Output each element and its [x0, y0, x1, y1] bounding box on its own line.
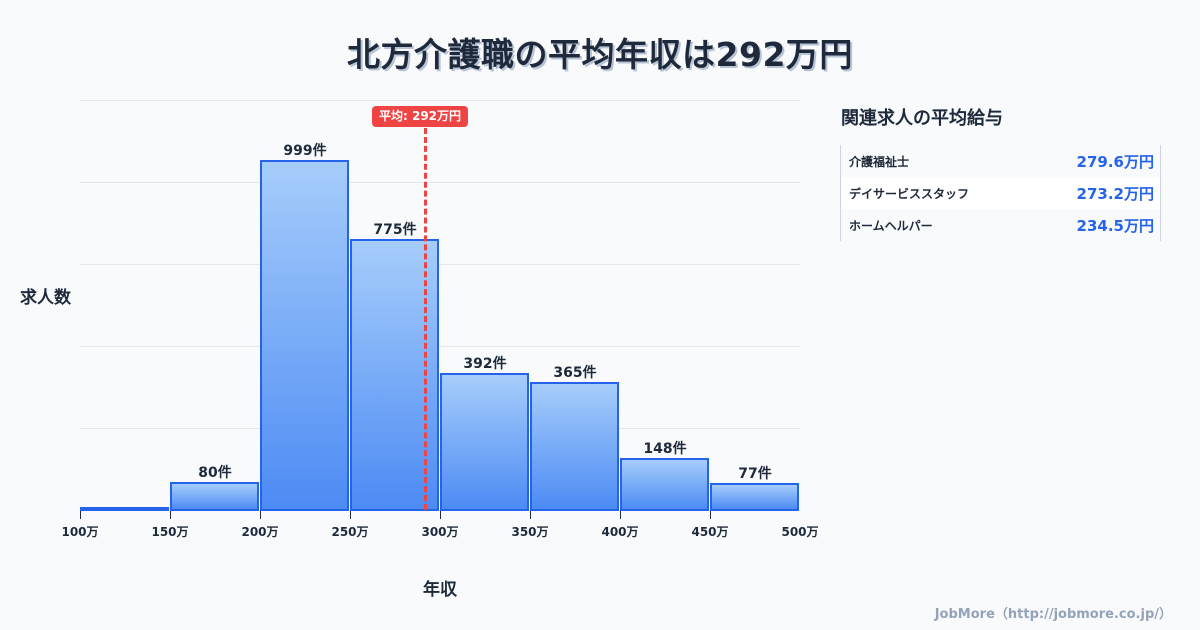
- x-tick: [710, 511, 711, 519]
- gridline: [80, 182, 800, 183]
- related-salary-title: 関連求人の平均給与: [841, 108, 1003, 129]
- bar-300-350: [440, 373, 529, 511]
- x-tick-label: 350万: [511, 525, 549, 539]
- histogram-chart: 80件 999件 775件 392件 365件 148件 77件 平均: 292…: [20, 100, 819, 600]
- bar-value-label: 365件: [553, 365, 597, 381]
- bar-value-label: 999件: [283, 143, 327, 159]
- bar-value-label: 775件: [373, 222, 417, 238]
- job-salary: 234.5万円: [1076, 216, 1154, 235]
- job-salary: 279.6万円: [1076, 152, 1154, 171]
- bar-450-500: [710, 483, 799, 511]
- x-tick-label: 200万: [241, 525, 279, 539]
- bar-value-label: 80件: [198, 465, 232, 481]
- x-tick-label: 100万: [61, 525, 99, 539]
- source-credit: JobMore（http://jobmore.co.jp/）: [934, 607, 1172, 622]
- x-tick: [260, 511, 261, 519]
- bar-value-label: 77件: [738, 466, 772, 482]
- gridline: [80, 346, 800, 347]
- related-salary-row: 介護福祉士 279.6万円: [841, 145, 1160, 177]
- job-salary: 273.2万円: [1076, 184, 1154, 203]
- related-salary-table: 介護福祉士 279.6万円 デイサービススタッフ 273.2万円 ホームヘルパー…: [840, 145, 1161, 241]
- x-tick: [440, 511, 441, 519]
- x-tick-label: 500万: [781, 525, 819, 539]
- gridline: [80, 100, 800, 101]
- x-tick: [170, 511, 171, 519]
- bar-400-450: [620, 458, 709, 511]
- related-salary-row: デイサービススタッフ 273.2万円: [841, 177, 1160, 209]
- job-name: デイサービススタッフ: [849, 186, 970, 201]
- x-tick: [530, 511, 531, 519]
- chart-title: 北方介護職の平均年収は292万円: [347, 35, 853, 74]
- bar-200-250: [260, 160, 349, 511]
- x-tick-label: 250万: [331, 525, 369, 539]
- gridline: [80, 264, 800, 265]
- x-tick-label: 150万: [151, 525, 189, 539]
- bar-350-400: [530, 382, 619, 511]
- mean-line: [424, 128, 427, 510]
- x-tick: [350, 511, 351, 519]
- x-tick-label: 400万: [601, 525, 639, 539]
- bar-value-label: 148件: [643, 441, 687, 457]
- bar-100-150: [80, 507, 169, 511]
- job-name: ホームヘルパー: [849, 218, 933, 233]
- job-name: 介護福祉士: [849, 154, 910, 169]
- x-tick: [80, 511, 81, 519]
- x-tick-label: 450万: [691, 525, 729, 539]
- mean-badge: 平均: 292万円: [372, 106, 469, 127]
- x-tick: [620, 511, 621, 519]
- bar-value-label: 392件: [463, 356, 507, 372]
- y-axis-label: 求人数: [20, 288, 71, 308]
- related-salary-row: ホームヘルパー 234.5万円: [841, 209, 1160, 241]
- x-tick-label: 300万: [421, 525, 459, 539]
- x-axis-label: 年収: [423, 580, 457, 600]
- bar-150-200: [170, 482, 259, 511]
